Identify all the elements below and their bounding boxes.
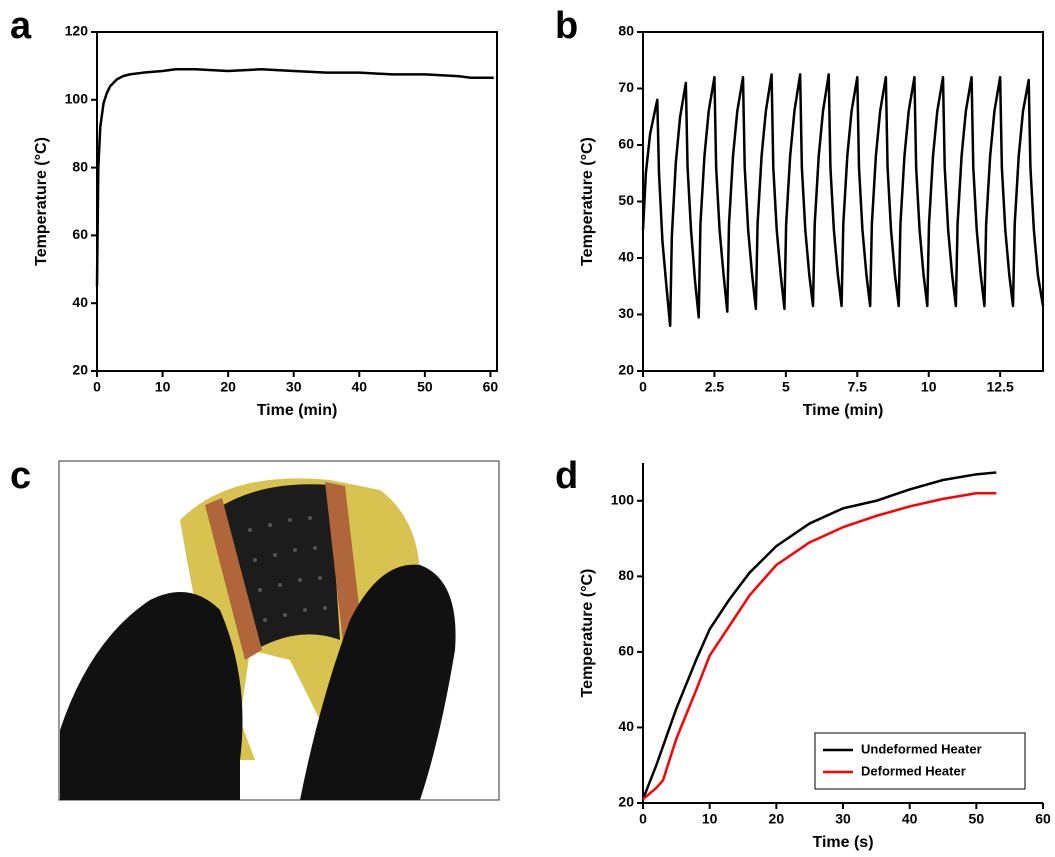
y-tick-label: 60 <box>72 226 88 242</box>
panel-label: a <box>10 5 32 47</box>
y-axis-title: Temperature (°C) <box>33 137 50 266</box>
x-tick-label: 5 <box>782 379 790 395</box>
panel-label: b <box>555 5 578 47</box>
y-tick-label: 20 <box>72 362 88 378</box>
x-tick-label: 50 <box>969 811 985 827</box>
y-tick-label: 20 <box>618 362 634 378</box>
y-tick-label: 40 <box>618 718 634 734</box>
data-line <box>642 491 997 801</box>
x-tick-label: 50 <box>417 379 433 395</box>
panel-label: d <box>555 455 578 497</box>
x-tick-label: 20 <box>769 811 785 827</box>
plot-frame <box>96 31 498 372</box>
y-tick-label: 80 <box>72 158 88 174</box>
y-tick-label: 40 <box>72 294 88 310</box>
x-tick-label: 0 <box>639 811 647 827</box>
x-tick-label: 20 <box>220 379 236 395</box>
legend-label: Deformed Heater <box>861 763 966 778</box>
x-tick-label: 40 <box>902 811 918 827</box>
y-tick-label: 50 <box>618 192 634 208</box>
y-tick-label: 80 <box>618 567 634 583</box>
x-tick-label: 60 <box>483 379 499 395</box>
x-tick-label: 0 <box>639 379 647 395</box>
y-tick-label: 20 <box>618 794 634 810</box>
x-tick-label: 12.5 <box>987 379 1014 395</box>
chart: 20 40 60 80 100 0 10 20 30 40 50 60 Time (s) Temperat… <box>579 463 1051 851</box>
y-tick-label: 60 <box>618 643 634 659</box>
photo <box>58 460 500 801</box>
y-tick-label: 120 <box>65 23 89 39</box>
y-tick-label: 60 <box>618 136 634 152</box>
x-tick-label: 40 <box>352 379 368 395</box>
y-tick-label: 100 <box>65 91 89 107</box>
legend-label: Undeformed Heater <box>861 741 982 756</box>
x-axis-title: Time (min) <box>257 402 338 419</box>
x-tick-label: 30 <box>835 811 851 827</box>
y-tick-label: 70 <box>618 79 634 95</box>
legend-box <box>814 732 1026 790</box>
x-tick-label: 7.5 <box>848 379 868 395</box>
data-line <box>95 68 494 287</box>
data-line <box>641 73 1045 328</box>
x-axis-title: Time (s) <box>812 834 873 851</box>
x-tick-label: 10 <box>155 379 171 395</box>
x-axis-title: Time (min) <box>803 402 884 419</box>
panel-label: c <box>10 455 31 497</box>
x-tick-label: 60 <box>1035 811 1051 827</box>
x-tick-label: 30 <box>286 379 302 395</box>
chart: 20 30 40 50 60 70 80 0 2.5 5 7.5 10 12.5 Time (min) Te… <box>579 23 1045 419</box>
y-tick-label: 40 <box>618 249 634 265</box>
x-tick-label: 10 <box>921 379 937 395</box>
y-tick-label: 100 <box>611 491 635 507</box>
chart: 20 40 60 80 100 120 0 10 20 30 40 50 60 Time (min) Tem… <box>33 23 498 420</box>
x-tick-label: 2.5 <box>705 379 725 395</box>
y-axis-title: Temperature (°C) <box>579 569 596 698</box>
data-line <box>641 471 997 800</box>
y-axis-title: Temperature (°C) <box>579 137 596 266</box>
y-tick-label: 80 <box>618 23 634 39</box>
x-tick-label: 0 <box>93 379 101 395</box>
y-tick-label: 30 <box>618 305 634 321</box>
x-tick-label: 10 <box>702 811 718 827</box>
